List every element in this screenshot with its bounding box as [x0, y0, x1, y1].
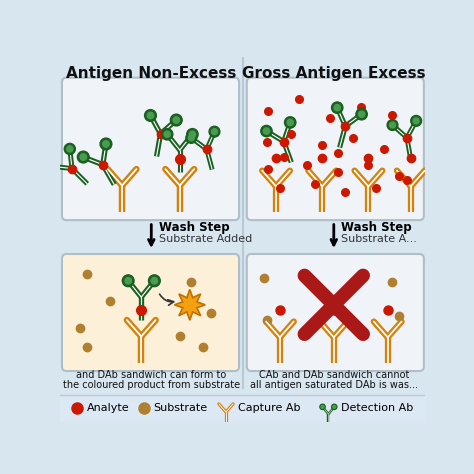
Circle shape [67, 146, 73, 152]
Bar [61, 395, 425, 422]
Circle shape [356, 109, 367, 120]
Circle shape [284, 117, 296, 128]
Circle shape [187, 128, 198, 140]
Circle shape [49, 163, 55, 169]
Circle shape [390, 122, 395, 128]
FancyBboxPatch shape [247, 254, 424, 371]
Circle shape [331, 102, 343, 113]
Circle shape [387, 119, 398, 130]
Polygon shape [174, 290, 205, 320]
Text: Antigen Non-Excess: Antigen Non-Excess [66, 66, 237, 82]
Circle shape [413, 118, 419, 124]
Circle shape [209, 126, 220, 137]
Circle shape [125, 277, 131, 284]
Text: the coloured product from substrate: the coloured product from substrate [63, 380, 240, 390]
Circle shape [411, 116, 421, 126]
Circle shape [287, 119, 293, 126]
Circle shape [122, 275, 134, 287]
Circle shape [170, 114, 182, 126]
Text: Analyte: Analyte [87, 403, 129, 413]
Circle shape [264, 128, 270, 134]
Circle shape [358, 111, 365, 118]
Circle shape [164, 131, 170, 137]
Circle shape [145, 109, 156, 121]
Text: all antigen saturated DAb is was...: all antigen saturated DAb is was... [250, 380, 418, 390]
Circle shape [261, 126, 272, 137]
Text: Gross Antigen Excess: Gross Antigen Excess [242, 66, 426, 82]
Circle shape [151, 277, 158, 284]
Circle shape [162, 128, 173, 140]
Circle shape [188, 135, 194, 141]
Circle shape [334, 104, 340, 111]
Circle shape [148, 275, 160, 287]
Text: Substrate Added: Substrate Added [159, 234, 252, 244]
FancyBboxPatch shape [62, 254, 239, 371]
Circle shape [80, 154, 87, 160]
Circle shape [173, 117, 180, 123]
Circle shape [64, 144, 75, 155]
Text: Wash Step: Wash Step [159, 221, 229, 234]
Circle shape [211, 128, 218, 135]
Text: Substrate A...: Substrate A... [341, 234, 418, 244]
FancyBboxPatch shape [247, 78, 424, 220]
FancyBboxPatch shape [62, 78, 239, 220]
Circle shape [332, 404, 337, 410]
Circle shape [77, 151, 89, 163]
Circle shape [100, 138, 112, 150]
Text: Detection Ab: Detection Ab [341, 403, 414, 413]
Circle shape [320, 404, 325, 410]
Circle shape [333, 405, 336, 408]
Circle shape [103, 141, 109, 147]
Circle shape [186, 132, 197, 143]
Text: Capture Ab: Capture Ab [237, 403, 300, 413]
Text: Substrate: Substrate [153, 403, 207, 413]
Circle shape [189, 131, 196, 137]
Circle shape [147, 112, 154, 119]
Circle shape [47, 161, 58, 172]
Text: CAb and DAb sandwich cannot: CAb and DAb sandwich cannot [259, 370, 409, 380]
Circle shape [321, 405, 324, 408]
Text: and DAb sandwich can form to: and DAb sandwich can form to [76, 370, 227, 380]
Text: Wash Step: Wash Step [341, 221, 412, 234]
